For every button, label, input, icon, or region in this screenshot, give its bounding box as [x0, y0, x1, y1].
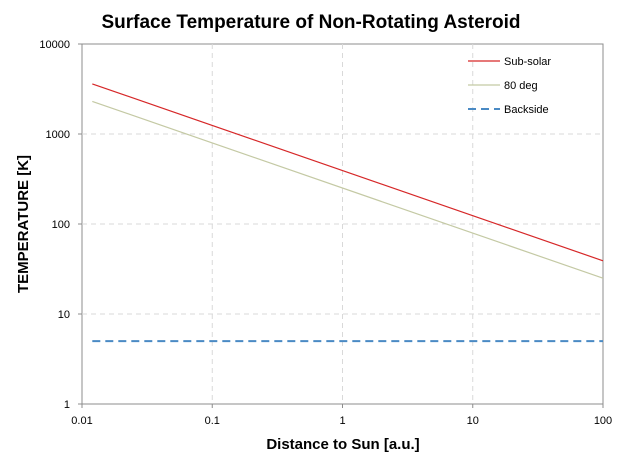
x-axis-title: Distance to Sun [a.u.]: [266, 436, 419, 453]
legend-label-80-deg: 80 deg: [504, 80, 538, 92]
y-axis-title: TEMPERATURE [K]: [15, 155, 32, 293]
y-tick-label: 10: [58, 309, 70, 321]
y-tick-label: 10000: [39, 39, 70, 51]
x-tick-label: 1: [339, 415, 345, 427]
legend-label-backside: Backside: [504, 104, 549, 116]
series-line-sub-solar: [92, 83, 604, 262]
y-tick-label: 100: [52, 219, 70, 231]
legend: Sub-solar 80 deg Backside: [468, 56, 551, 116]
x-tick-label: 0.1: [205, 415, 220, 427]
x-tick-label: 0.01: [71, 415, 92, 427]
y-tick-label: 1: [64, 399, 70, 411]
x-tick-label: 10: [467, 415, 479, 427]
x-tick-label: 100: [594, 415, 612, 427]
chart-title: Surface Temperature of Non-Rotating Aste…: [101, 12, 520, 33]
tick-labels: 0.01 0.1 1 10 100 1 10 100 1000 10000: [39, 39, 612, 427]
series-layer: [92, 83, 604, 343]
grid-layer: [82, 44, 603, 404]
legend-label-sub-solar: Sub-solar: [504, 56, 551, 68]
y-tick-label: 1000: [46, 129, 70, 141]
series-line-80-deg: [92, 100, 604, 279]
